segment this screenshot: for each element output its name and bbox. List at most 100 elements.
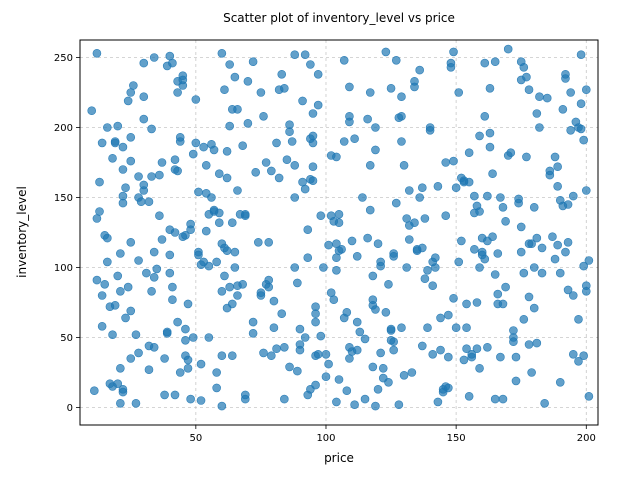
- data-points: [87, 44, 594, 411]
- data-point: [87, 106, 97, 115]
- data-point: [139, 92, 149, 101]
- data-point: [243, 119, 253, 128]
- data-point: [201, 161, 211, 170]
- data-point: [160, 390, 169, 400]
- data-point: [147, 286, 156, 296]
- data-point: [95, 207, 104, 216]
- data-point: [95, 177, 104, 187]
- data-point: [425, 123, 435, 132]
- data-point: [126, 354, 136, 363]
- data-point: [191, 138, 201, 148]
- data-point: [326, 151, 336, 160]
- data-point: [168, 295, 177, 305]
- data-point: [568, 349, 578, 359]
- data-point: [233, 186, 242, 195]
- data-point: [428, 349, 438, 359]
- data-point: [342, 307, 352, 317]
- data-point: [256, 291, 266, 300]
- data-point: [339, 55, 349, 65]
- data-point: [568, 291, 578, 300]
- data-point: [217, 401, 227, 411]
- data-point: [134, 348, 143, 358]
- data-point: [449, 47, 458, 57]
- data-point: [584, 256, 594, 265]
- data-point: [295, 324, 305, 334]
- data-point: [433, 397, 443, 407]
- data-point: [227, 299, 237, 309]
- data-point: [225, 60, 234, 69]
- data-point: [355, 327, 365, 337]
- data-point: [464, 177, 474, 187]
- data-point: [550, 254, 560, 264]
- data-point: [581, 286, 591, 296]
- data-point: [511, 376, 521, 386]
- x-axis-ticks: 50 100 150 200: [189, 425, 596, 444]
- data-point: [402, 263, 411, 272]
- data-point: [431, 253, 440, 263]
- data-point: [162, 327, 172, 337]
- data-point: [155, 211, 164, 220]
- data-point: [397, 92, 406, 101]
- data-point: [376, 261, 385, 271]
- data-point: [300, 333, 310, 342]
- data-point: [118, 142, 128, 152]
- data-point: [149, 342, 159, 352]
- data-point: [389, 337, 398, 347]
- data-point: [183, 363, 193, 373]
- data-point: [110, 137, 120, 146]
- data-point: [381, 47, 391, 57]
- data-point: [576, 50, 586, 60]
- data-point: [410, 77, 419, 86]
- data-point: [553, 162, 562, 171]
- data-point: [207, 193, 216, 202]
- data-point: [423, 265, 432, 275]
- data-point: [391, 55, 401, 65]
- data-point: [230, 247, 240, 257]
- data-point: [308, 176, 318, 185]
- data-point: [378, 363, 388, 373]
- data-point: [555, 268, 565, 278]
- data-point: [238, 141, 247, 150]
- data-point: [199, 142, 208, 152]
- data-point: [97, 138, 107, 148]
- data-point: [558, 105, 568, 114]
- data-point: [485, 142, 495, 152]
- data-point: [170, 155, 180, 164]
- data-point: [423, 323, 432, 333]
- data-point: [183, 299, 193, 309]
- data-point: [222, 246, 232, 255]
- data-point: [157, 235, 167, 244]
- data-point: [537, 268, 547, 278]
- data-point: [459, 355, 469, 365]
- data-point: [238, 279, 247, 289]
- data-point: [350, 400, 359, 410]
- data-point: [493, 289, 503, 299]
- data-point: [212, 383, 221, 393]
- data-point: [227, 218, 237, 227]
- data-point: [90, 386, 99, 396]
- data-point: [300, 50, 310, 60]
- data-point: [540, 398, 549, 408]
- data-point: [139, 180, 149, 190]
- data-point: [555, 377, 565, 387]
- data-point: [248, 328, 258, 338]
- data-point: [97, 291, 107, 300]
- data-point: [415, 65, 424, 75]
- y-tick-label: 100: [54, 263, 73, 274]
- data-point: [537, 243, 547, 253]
- data-point: [373, 239, 383, 248]
- data-point: [316, 331, 326, 341]
- data-point: [581, 85, 591, 94]
- data-point: [496, 352, 505, 362]
- data-point: [389, 345, 398, 355]
- data-point: [514, 194, 523, 204]
- data-point: [462, 323, 471, 333]
- data-point: [553, 182, 562, 191]
- data-point: [449, 156, 458, 166]
- data-point: [313, 100, 323, 110]
- data-point: [352, 251, 362, 261]
- data-point: [155, 170, 164, 180]
- data-point: [240, 390, 250, 400]
- data-point: [256, 88, 266, 97]
- data-point: [360, 334, 370, 344]
